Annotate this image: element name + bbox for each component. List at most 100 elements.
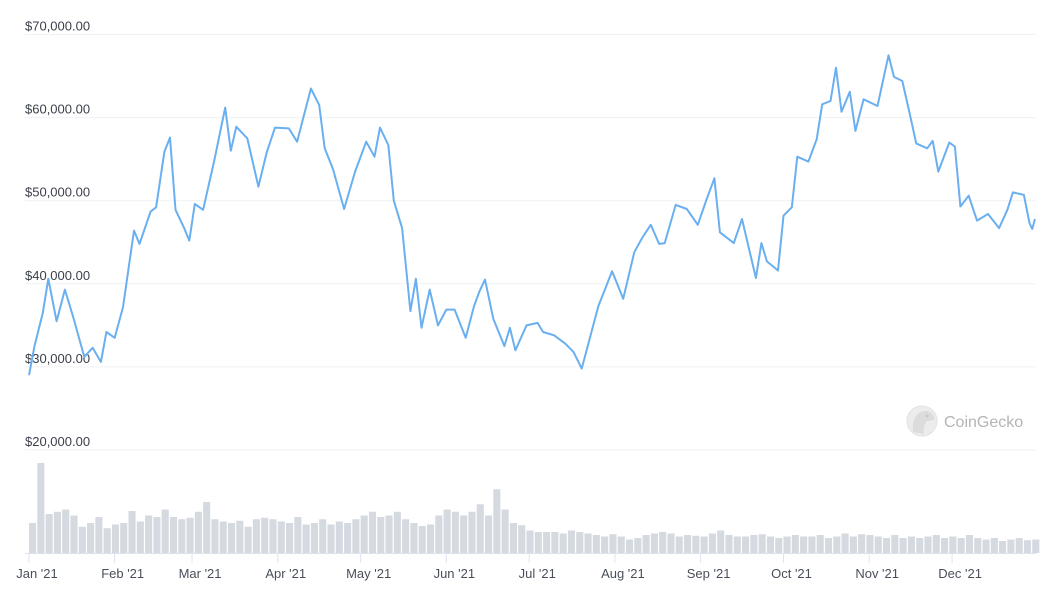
x-tick-label: Sep '21 [687,566,731,581]
coingecko-wordmark: CoinGecko [944,414,1023,431]
gridlines [25,34,1036,451]
volume-bar [1023,540,1032,553]
volume-bar [286,523,294,553]
y-tick-label: $50,000.00 [25,185,90,200]
volume-bar [435,515,443,553]
volume-bar [294,517,302,553]
volume-bar [368,511,377,553]
x-axis-ticks [28,553,953,563]
volume-bar [617,536,625,553]
y-tick-label: $20,000.00 [25,434,90,449]
volume-bar [501,509,509,553]
volume-bar [816,535,824,553]
volume-bar [692,535,700,553]
volume-bar [990,538,998,553]
volume-bar [344,523,352,553]
volume-bar [53,511,61,553]
volume-bar [932,535,940,553]
volume-bar [866,535,874,553]
x-tick-label: Mar '21 [179,566,222,581]
volume-bar [128,511,136,553]
volume-bar [758,534,766,553]
volume-bar [153,517,161,553]
volume-bar [161,509,169,553]
volume-bar [410,523,418,553]
volume-bar [194,511,202,553]
volume-bar [982,539,990,553]
volume-bar [111,524,120,553]
volume-bar [659,532,667,553]
volume-bar [650,533,658,553]
volume-bar [675,536,683,553]
volume-bar [385,515,393,553]
volume-bar [766,536,775,553]
volume-bar [750,535,758,553]
volume-bar [999,541,1007,553]
volume-bar [335,521,343,553]
volume-bar [244,526,252,553]
volume-bar [642,535,650,553]
volume-bar [178,519,186,553]
volume-bar [468,511,476,553]
volume-bar [70,515,78,553]
volume-bar [426,524,435,553]
x-axis-labels: Jan '21 Feb '21 Mar '21 Apr '21 May '21 Jun '… [16,566,982,581]
volume-bar [916,538,924,553]
volume-bar [609,534,617,553]
volume-bar [377,517,385,553]
volume-bar [800,536,808,553]
volume-bar [526,530,534,553]
volume-bar [733,536,741,553]
volume-bar [957,538,965,553]
volume-bar [261,517,269,553]
volume-bar [451,511,459,553]
volume-bar [949,536,957,553]
volume-bar [567,530,576,553]
volume-bar [227,523,236,553]
volume-bar [576,532,584,553]
y-tick-label: $60,000.00 [25,102,90,117]
volume-bar [319,519,327,553]
volume-bar [393,511,401,553]
volume-bar [775,538,783,553]
volume-bar [236,520,244,553]
x-tick-label: Jul '21 [519,566,556,581]
volume-bar [882,538,891,553]
volume-bar [252,519,260,553]
volume-bar [211,519,219,553]
volume-bar [543,532,551,553]
volume-bar [518,525,526,553]
y-tick-label: $70,000.00 [25,19,90,34]
volume-bar [443,509,451,553]
volume-bar [634,538,642,553]
volume-bar [700,536,708,553]
volume-bar [219,521,227,553]
volume-bar [725,535,733,553]
volume-bar [476,504,484,553]
volume-bar [667,533,675,553]
x-tick-label: May '21 [346,566,391,581]
volume-bar [841,533,849,553]
volume-bar [965,535,973,553]
volume-bar [808,536,816,553]
coingecko-watermark: CoinGecko [906,405,1023,437]
volume-bar [485,515,493,553]
volume-bar [551,532,559,553]
y-tick-label: $30,000.00 [25,351,90,366]
volume-bar [45,514,53,553]
volume-bar [402,519,410,553]
volume-bar [302,524,310,553]
volume-bar [418,526,426,553]
volume-bar [277,521,285,553]
gecko-eye-icon [925,414,929,418]
volume-bar [360,515,368,553]
x-tick-label: Jan '21 [16,566,58,581]
volume-bar [1015,538,1023,553]
volume-bars [29,463,1040,553]
gecko-head-icon [912,411,935,434]
x-tick-label: Aug '21 [601,566,645,581]
volume-bar [625,539,634,553]
x-tick-label: Nov '21 [855,566,899,581]
volume-bar [186,517,194,553]
volume-bar [95,517,103,553]
